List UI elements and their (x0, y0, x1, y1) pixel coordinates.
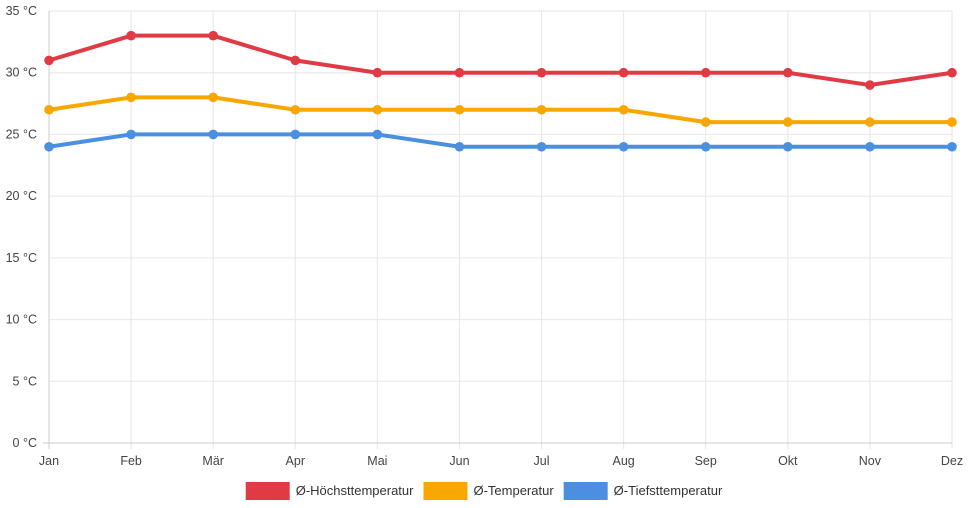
y-tick-label: 30 °C (6, 66, 37, 80)
x-tick-label: Mai (367, 454, 387, 468)
y-tick-label: 5 °C (13, 374, 37, 388)
series-group (44, 30, 957, 152)
legend-label: Ø-Tiefsttemperatur (614, 483, 723, 498)
data-point[interactable] (618, 67, 629, 78)
data-point[interactable] (618, 104, 629, 115)
y-axis-ticks: 0 °C 5 °C 10 °C 15 °C 20 °C 25 °C 30 °C 35 °C (6, 4, 37, 450)
data-point[interactable] (208, 92, 218, 103)
data-point[interactable] (700, 141, 711, 152)
legend-swatch[interactable] (245, 482, 290, 500)
data-point[interactable] (372, 104, 383, 115)
data-point[interactable] (783, 141, 793, 152)
y-tick-label: 10 °C (6, 313, 37, 327)
data-point[interactable] (290, 104, 301, 115)
data-point[interactable] (44, 141, 54, 152)
legend-label: Ø-Höchsttemperatur (296, 483, 414, 498)
data-point[interactable] (454, 141, 465, 152)
data-point[interactable] (865, 117, 875, 127)
data-point[interactable] (947, 117, 957, 127)
x-axis-ticks: Jan Feb Mär Apr Mai Jun Jul Aug Sep Okt Nov Dez (39, 454, 963, 468)
x-tick-label: Jan (39, 454, 59, 468)
x-tick-label: Sep (695, 454, 717, 468)
data-point[interactable] (783, 117, 793, 127)
y-tick-label: 0 °C (13, 436, 37, 450)
data-point[interactable] (700, 117, 711, 127)
data-point[interactable] (126, 129, 136, 140)
data-point[interactable] (947, 67, 957, 78)
y-tick-label: 15 °C (6, 251, 37, 265)
legend-swatch[interactable] (563, 482, 608, 500)
axes (43, 11, 952, 449)
legend: Ø-Höchsttemperatur Ø-Temperatur Ø-Tiefstte… (245, 482, 723, 500)
x-tick-label: Jul (534, 454, 550, 468)
series-line-0 (47, 33, 954, 88)
y-tick-label: 35 °C (6, 4, 37, 18)
data-point[interactable] (290, 129, 301, 140)
data-point[interactable] (700, 67, 711, 78)
data-point[interactable] (372, 67, 383, 78)
x-tick-label: Jun (449, 454, 469, 468)
data-point[interactable] (536, 141, 547, 152)
data-point[interactable] (865, 80, 875, 90)
data-point[interactable] (536, 67, 547, 78)
data-point[interactable] (126, 92, 136, 103)
series-line-1 (47, 95, 954, 125)
data-point[interactable] (536, 104, 547, 115)
data-point[interactable] (372, 129, 383, 140)
data-point[interactable] (865, 141, 875, 152)
x-tick-label: Mär (202, 454, 224, 468)
data-point[interactable] (208, 30, 218, 41)
data-point[interactable] (44, 55, 54, 66)
data-point[interactable] (618, 141, 629, 152)
data-point[interactable] (126, 30, 136, 41)
x-tick-label: Aug (613, 454, 635, 468)
x-tick-label: Feb (120, 454, 142, 468)
x-tick-label: Okt (778, 454, 798, 468)
data-point[interactable] (290, 55, 301, 66)
legend-label: Ø-Temperatur (473, 483, 554, 498)
data-point[interactable] (208, 129, 218, 140)
legend-swatch[interactable] (423, 482, 468, 500)
x-tick-label: Apr (286, 454, 305, 468)
y-tick-label: 25 °C (6, 127, 37, 141)
y-tick-label: 20 °C (6, 189, 37, 203)
data-point[interactable] (44, 104, 54, 115)
x-tick-label: Nov (859, 454, 882, 468)
x-tick-label: Dez (941, 454, 963, 468)
series-line-2 (47, 132, 954, 149)
data-point[interactable] (947, 141, 957, 152)
data-point[interactable] (783, 67, 793, 78)
data-point[interactable] (454, 104, 465, 115)
data-point[interactable] (454, 67, 465, 78)
